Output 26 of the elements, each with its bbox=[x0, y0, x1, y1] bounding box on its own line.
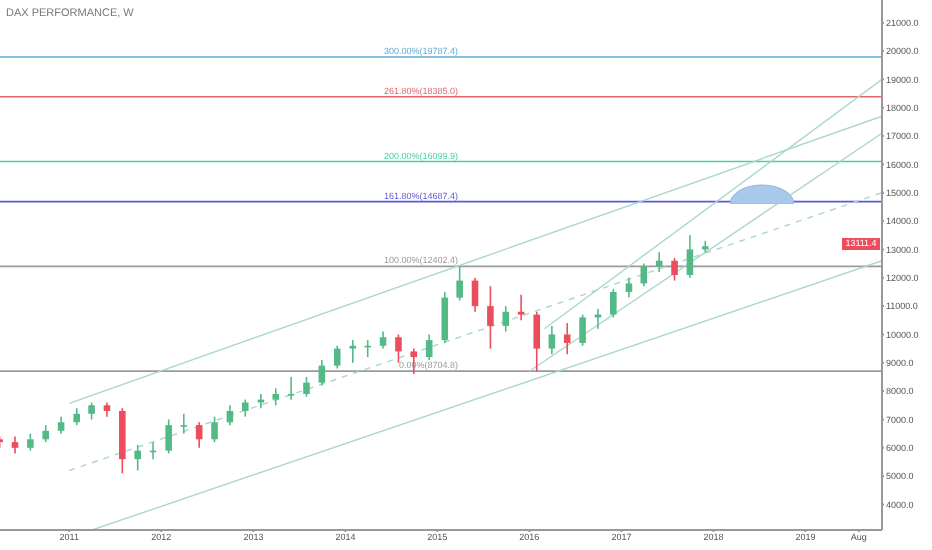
candlestick bbox=[333, 344, 341, 370]
candlestick bbox=[625, 276, 633, 299]
candlestick bbox=[349, 339, 357, 364]
candlestick bbox=[287, 376, 295, 401]
candlestick bbox=[456, 265, 463, 302]
candlestick bbox=[395, 333, 402, 364]
candlestick bbox=[165, 418, 172, 455]
candlestick bbox=[579, 313, 586, 347]
candlestick bbox=[441, 291, 449, 344]
candlestick bbox=[548, 325, 556, 356]
candlestick bbox=[318, 359, 326, 387]
candlestick bbox=[517, 293, 525, 322]
candlestick bbox=[533, 310, 541, 373]
candlestick bbox=[563, 322, 571, 356]
candlestick bbox=[195, 421, 203, 449]
candlestick bbox=[180, 413, 188, 435]
candlestick bbox=[686, 234, 694, 279]
candlestick bbox=[610, 288, 617, 319]
candlestick bbox=[303, 376, 310, 398]
candlestick bbox=[671, 257, 678, 282]
candlestick bbox=[211, 415, 218, 443]
candlestick bbox=[487, 285, 494, 350]
candlestick bbox=[134, 444, 141, 472]
candlestick bbox=[502, 305, 510, 333]
candlestick bbox=[425, 333, 433, 361]
candlestick bbox=[640, 262, 648, 288]
